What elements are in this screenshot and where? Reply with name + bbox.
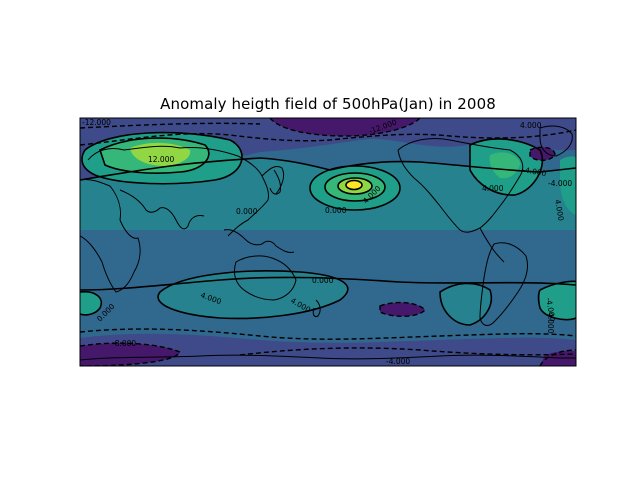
contour-north-america-high-4 xyxy=(469,138,544,196)
contour-south-high-east xyxy=(537,280,576,321)
coastline-arabia-india xyxy=(119,189,205,230)
contour-pacific-high-4 xyxy=(309,165,401,211)
contour-south-positive-4 xyxy=(157,270,349,320)
map-plot-area: -12.000 -12.000 4.000 12.000 -4.000 0.00… xyxy=(80,118,576,366)
coastline-africa xyxy=(80,179,141,293)
contour-arctic-low xyxy=(529,146,556,162)
contour-south-american-positive xyxy=(439,282,492,326)
contour-eurasia-high-4 xyxy=(81,131,243,185)
contour-south-zero xyxy=(80,276,576,291)
contour-label: 0.000 xyxy=(312,276,334,285)
field-tropics xyxy=(80,230,576,290)
contour-label: -4.000 xyxy=(386,357,410,366)
field-atlantic-high xyxy=(560,156,576,215)
coastline-europe-asia-north xyxy=(87,145,269,237)
field-south-low-band xyxy=(80,333,576,366)
contour-pacific-high-12 xyxy=(337,177,373,195)
contour-north-minus8 xyxy=(80,122,261,129)
contour-north-minus12 xyxy=(269,118,421,137)
field-south-high-east xyxy=(540,281,576,320)
map-frame xyxy=(79,117,577,367)
contour-labels: -12.000 -12.000 4.000 12.000 -4.000 0.00… xyxy=(82,118,572,366)
contour-label: 12.000 xyxy=(148,155,174,164)
contour-label: 4.000 xyxy=(482,184,504,193)
contour-label: -8.000 xyxy=(112,339,136,348)
coastline-japan xyxy=(269,169,281,195)
contour-label: -4.000 xyxy=(548,179,572,188)
coastlines xyxy=(80,125,576,361)
contour-south-minus8 xyxy=(80,342,181,366)
coastline-maritime-continent xyxy=(223,229,295,253)
coastline-new-zealand xyxy=(312,299,321,317)
coastline-greenland xyxy=(539,125,573,157)
solid-contours xyxy=(80,131,576,326)
contour-eurasia-high-8 xyxy=(99,137,210,174)
contour-label: -4.000 xyxy=(544,297,557,323)
contour-label: 4.000 xyxy=(546,312,555,334)
field-north-america-high-inner xyxy=(489,152,520,179)
field-south-deep-low-west xyxy=(80,343,180,366)
dashed-contours xyxy=(80,118,576,366)
contour-label: 0.000 xyxy=(236,207,258,216)
figure-title: Anomaly heigth field of 500hPa(Jan) in 2… xyxy=(160,95,496,113)
field-eurasia-high-inner xyxy=(130,142,191,166)
contour-label: -12.000 xyxy=(82,118,111,127)
contour-pacific-high-16 xyxy=(345,179,363,191)
field-arctic-low xyxy=(530,147,555,161)
field-south-deep-low-mid xyxy=(380,302,425,317)
field-south-positive-band xyxy=(158,270,348,319)
contour-south-minus4-lower xyxy=(239,347,576,356)
coastline-australia xyxy=(233,255,297,301)
field-south-american-high xyxy=(440,283,492,325)
coastline-north-america xyxy=(397,137,524,233)
coastline-south-america xyxy=(479,242,529,326)
contour-north-zero xyxy=(80,157,576,181)
contour-south-deep-low-mid xyxy=(379,301,426,317)
coastline-antarctica xyxy=(80,354,576,361)
field-pacific-high-core xyxy=(346,180,362,190)
contour-south-minus4 xyxy=(80,328,576,340)
contour-pacific-high-8 xyxy=(324,172,386,202)
field-south-high-west xyxy=(80,291,102,315)
field-north-deep-low xyxy=(270,118,420,136)
contour-label: -4.000 xyxy=(522,165,548,178)
contour-label: 0.000 xyxy=(325,206,347,215)
contour-label: 4.000 xyxy=(553,199,566,222)
contour-south-high-west xyxy=(80,290,102,316)
contour-label: 4.000 xyxy=(520,121,542,130)
contour-north-minus4 xyxy=(80,129,576,146)
